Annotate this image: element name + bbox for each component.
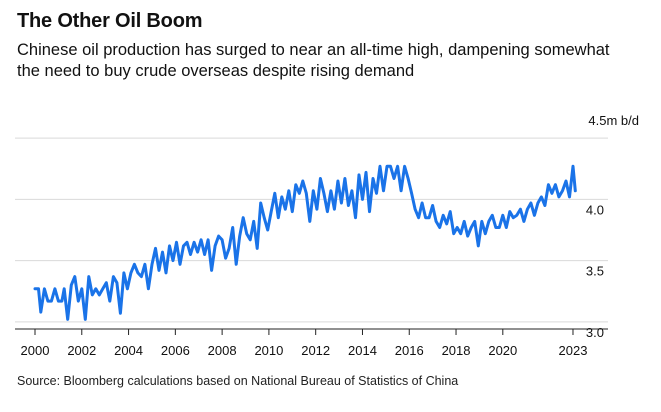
y-tick-label: 3.5 — [586, 264, 604, 279]
chart-title: The Other Oil Boom — [17, 10, 203, 32]
chart-subtitle: Chinese oil production has surged to nea… — [17, 41, 610, 80]
y-axis-ticks: 3.0 3.5 4.0 — [586, 202, 604, 340]
y-tick-label: 4.0 — [586, 202, 604, 217]
x-axis: 2000 2002 2004 2006 2008 2010 2012 2014 2016 2018… — [15, 328, 608, 358]
x-tick-label: 2006 — [161, 343, 190, 358]
source-note: Source: Bloomberg calculations based on … — [17, 374, 459, 388]
x-tick-label: 2020 — [488, 343, 517, 358]
grid-lines — [15, 137, 608, 323]
x-tick-label: 2018 — [442, 343, 471, 358]
x-tick-label: 2004 — [114, 343, 143, 358]
y-axis-unit-label: 4.5m b/d — [588, 113, 639, 128]
x-tick-label: 2002 — [67, 343, 96, 358]
x-tick-label: 2000 — [21, 343, 50, 358]
x-tick-label: 2016 — [395, 343, 424, 358]
x-tick-label: 2010 — [254, 343, 283, 358]
x-tick-label: 2023 — [559, 343, 588, 358]
series-line-0 — [33, 164, 577, 321]
series-layer — [33, 164, 577, 321]
y-tick-label: 3.0 — [586, 325, 604, 340]
x-tick-label: 2008 — [208, 343, 237, 358]
x-tick-label: 2012 — [301, 343, 330, 358]
x-tick-label: 2014 — [348, 343, 377, 358]
